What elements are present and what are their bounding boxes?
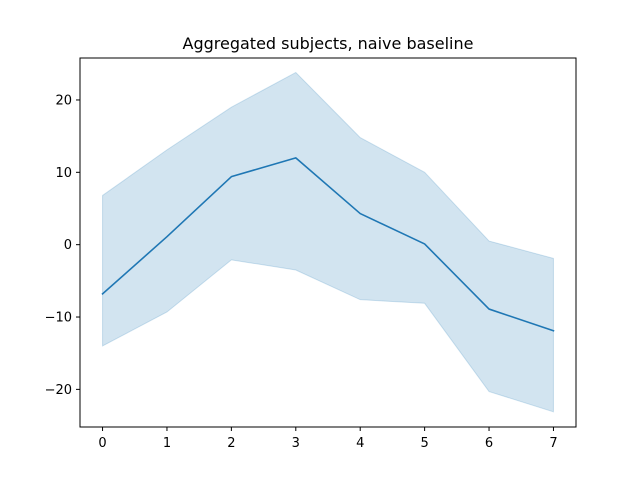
y-tick-label: 0: [64, 238, 72, 253]
series-line-layer: [101, 157, 555, 332]
data-point: [295, 157, 297, 159]
confidence-band: [102, 71, 554, 413]
y-axis: −20 −10 0 10 20: [45, 93, 80, 398]
x-tick-label: 5: [420, 436, 428, 451]
x-tick-label: 7: [549, 436, 557, 451]
data-point: [359, 213, 361, 215]
y-tick-label: 10: [55, 166, 72, 181]
chart-title: Aggregated subjects, naive baseline: [183, 34, 474, 53]
y-tick-label: −20: [45, 383, 72, 398]
y-tick-label: −10: [45, 311, 72, 326]
x-tick-label: 4: [356, 436, 364, 451]
x-tick-label: 3: [292, 436, 300, 451]
data-point: [102, 293, 104, 295]
x-tick-label: 6: [485, 436, 493, 451]
series-line: [101, 157, 555, 332]
confidence-band-layer: [102, 71, 554, 413]
y-tick-label: 20: [55, 93, 72, 108]
x-axis: 0 1 2 3 4 5 6 7: [98, 427, 558, 451]
data-point: [488, 308, 490, 310]
x-tick-label: 2: [227, 436, 235, 451]
x-tick-label: 0: [98, 436, 106, 451]
data-point: [166, 236, 168, 238]
data-point: [231, 176, 233, 178]
x-tick-label: 1: [163, 436, 171, 451]
data-point: [553, 330, 555, 332]
data-point: [424, 243, 426, 245]
plot-frame: [79, 57, 577, 428]
